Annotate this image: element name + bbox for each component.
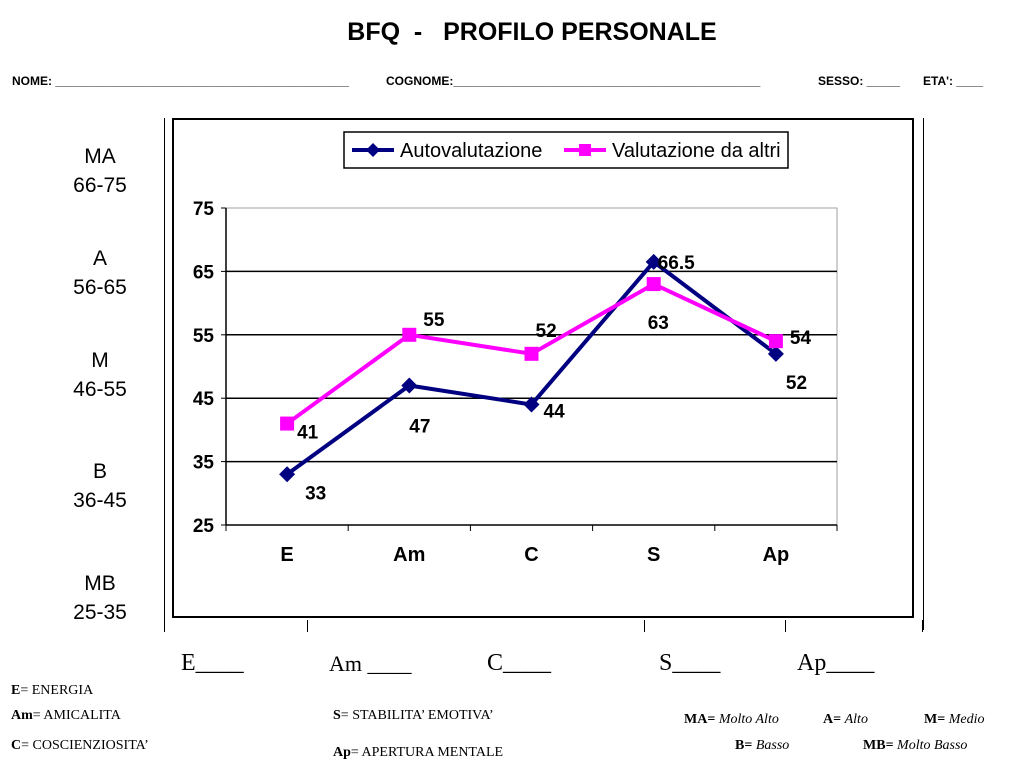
fill-s[interactable]: S____ (659, 650, 721, 676)
data-label: 66.5 (658, 253, 695, 274)
legend-swatch-square (579, 144, 591, 156)
series-point-diamond (279, 466, 296, 483)
legend-s: S= STABILITA’ EMOTIVA’ (333, 708, 494, 723)
legend-ma: MA= Molto Alto (684, 712, 779, 727)
band-range: 56-65 (73, 276, 127, 299)
band-code: MB (84, 572, 116, 595)
legend-am: Am= AMICALITA (11, 708, 121, 723)
data-label: 63 (648, 313, 669, 334)
y-tick-label: 45 (193, 389, 215, 410)
legend-entry-1: Autovalutazione (400, 140, 542, 162)
legend-c: C= COSCIENZIOSITA’ (11, 738, 149, 753)
band-ma: MA 66-75 (40, 142, 160, 200)
band-m: M 46-55 (40, 346, 160, 404)
data-label: 33 (305, 483, 326, 504)
fill-e[interactable]: E____ (181, 650, 244, 676)
outer-frame (164, 118, 924, 630)
band-code: MA (84, 145, 116, 168)
line-chart: 25 35 45 55 65 75 E Am C S Ap 33 47 44 66.5 52 41 55 52 63 5… (193, 131, 838, 566)
legend-b: B= Basso (735, 738, 790, 753)
y-tick-label: 65 (193, 262, 215, 283)
y-tick-label: 55 (193, 326, 215, 347)
chart-area: 25 35 45 55 65 75 E Am C S Ap 33 47 44 66.5 52 41 55 52 63 5… (172, 118, 914, 618)
fill-am[interactable]: Am ____ (329, 651, 412, 676)
series-point-diamond (401, 377, 418, 394)
y-tick-label: 35 (193, 453, 215, 474)
series-point-square (524, 346, 539, 361)
legend-e: E= ENERGIA (11, 683, 94, 698)
cognome-field[interactable]: COGNOME:________________________________… (386, 74, 761, 88)
series-point-diamond (523, 396, 540, 413)
data-label: 55 (423, 310, 445, 331)
page-title: BFQ - PROFILO PERSONALE (347, 18, 717, 46)
x-tick-label: S (647, 544, 660, 566)
frame-tick (922, 620, 923, 632)
band-range: 36-45 (73, 489, 127, 512)
data-label: 47 (409, 417, 430, 438)
nome-field[interactable]: NOME: __________________________________… (12, 74, 349, 88)
fill-ap[interactable]: Ap____ (797, 650, 875, 676)
frame-tick (644, 620, 645, 632)
band-range: 46-55 (73, 378, 127, 401)
frame-tick (307, 620, 308, 632)
series-point-square (402, 327, 417, 342)
series-point-square (646, 277, 661, 292)
band-code: B (92, 460, 107, 483)
band-a: A 56-65 (40, 244, 160, 302)
sesso-field[interactable]: SESSO: _____ (818, 74, 901, 88)
data-label: 52 (536, 321, 557, 342)
data-label: 54 (790, 328, 812, 349)
plot-area (225, 207, 838, 526)
legend-m: M= Medio (924, 712, 985, 727)
x-tick-label: E (280, 544, 293, 566)
series-point-square (280, 416, 295, 431)
fill-c[interactable]: C____ (487, 650, 552, 676)
band-mb: MB 25-35 (40, 569, 160, 627)
band-code: A (92, 247, 107, 270)
legend-a: A= Alto (823, 712, 868, 727)
legend-mb: MB= Molto Basso (863, 738, 968, 753)
y-tick-label: 75 (193, 199, 215, 220)
x-tick-label: C (524, 544, 538, 566)
x-tick-label: Am (393, 544, 425, 566)
y-tick-label: 25 (193, 516, 215, 537)
series-point-square (768, 334, 783, 349)
data-label: 41 (297, 423, 319, 444)
frame-tick (785, 620, 786, 632)
band-range: 66-75 (73, 174, 127, 197)
series-point-diamond (645, 253, 662, 270)
frame-tick (164, 620, 165, 632)
x-tick-label: Ap (763, 544, 790, 566)
band-code: M (91, 349, 109, 372)
legend-entry-2: Valutazione da altri (612, 140, 781, 162)
data-label: 52 (786, 373, 807, 394)
legend-ap: Ap= APERTURA MENTALE (333, 745, 504, 760)
legend-swatch-diamond (366, 143, 380, 157)
eta-field[interactable]: ETA': ____ (923, 74, 983, 88)
data-label: 44 (544, 402, 566, 423)
series-point-diamond (767, 345, 784, 362)
band-b: B 36-45 (40, 457, 160, 515)
band-range: 25-35 (73, 601, 127, 624)
